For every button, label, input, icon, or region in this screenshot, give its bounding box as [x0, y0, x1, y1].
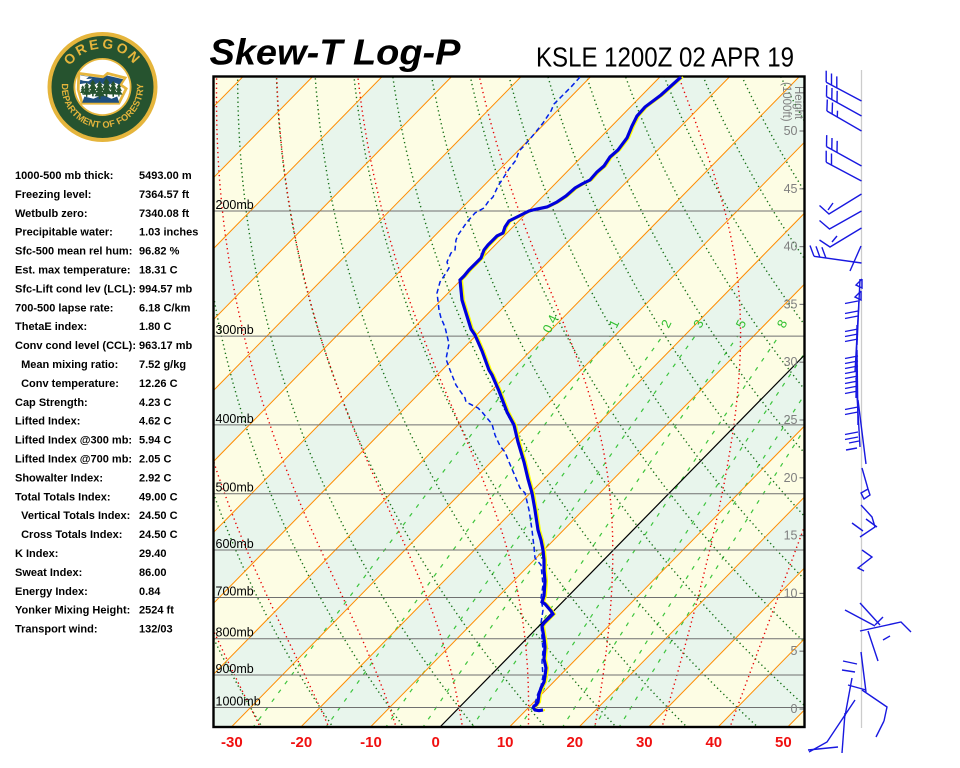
svg-text:86.00: 86.00 [139, 567, 167, 579]
svg-text:10: 10 [784, 586, 798, 600]
svg-text:500mb: 500mb [216, 481, 254, 495]
svg-text:600mb: 600mb [216, 537, 254, 551]
svg-text:900mb: 900mb [216, 662, 254, 676]
svg-text:5: 5 [791, 644, 798, 658]
svg-text:29.40: 29.40 [139, 548, 167, 560]
svg-text:Sfc-Lift cond lev (LCL):: Sfc-Lift cond lev (LCL): [15, 283, 136, 295]
svg-text:24.50 C: 24.50 C [139, 510, 178, 522]
svg-text:-10: -10 [360, 734, 382, 751]
svg-text:0: 0 [791, 702, 798, 716]
svg-text:1000mb: 1000mb [216, 695, 261, 709]
svg-text:Yonker Mixing Height:: Yonker Mixing Height: [15, 605, 130, 617]
svg-text:Lifted Index:: Lifted Index: [15, 416, 80, 428]
svg-text:Est. max temperature:: Est. max temperature: [15, 265, 131, 277]
svg-text:4.23 C: 4.23 C [139, 397, 171, 409]
svg-text:18.31 C: 18.31 C [139, 265, 178, 277]
svg-text:25: 25 [784, 413, 798, 427]
svg-text:0.4: 0.4 [539, 312, 560, 335]
svg-text:700mb: 700mb [216, 585, 254, 599]
svg-text:30: 30 [636, 734, 653, 751]
svg-text:Total Totals Index:: Total Totals Index: [15, 491, 111, 503]
svg-text:994.57 mb: 994.57 mb [139, 283, 192, 295]
svg-text:Freezing level:: Freezing level: [15, 189, 91, 201]
svg-text:20: 20 [784, 471, 798, 485]
svg-text:0.84: 0.84 [139, 586, 161, 598]
svg-text:7.52 g/kg: 7.52 g/kg [139, 359, 186, 371]
svg-text:20: 20 [566, 734, 583, 751]
svg-text:Wetbulb zero:: Wetbulb zero: [15, 208, 88, 220]
svg-text:5493.00 m: 5493.00 m [139, 170, 192, 182]
svg-text:Transport wind:: Transport wind: [15, 624, 98, 636]
svg-text:12.26 C: 12.26 C [139, 378, 178, 390]
svg-text:96.82 %: 96.82 % [139, 246, 180, 258]
svg-text:Conv temperature:: Conv temperature: [15, 378, 119, 390]
svg-text:Sfc-500 mean rel hum:: Sfc-500 mean rel hum: [15, 246, 132, 258]
svg-text:400mb: 400mb [216, 412, 254, 426]
svg-text:0: 0 [432, 734, 440, 751]
svg-text:7364.57 ft: 7364.57 ft [139, 189, 189, 201]
svg-text:700-500 lapse rate:: 700-500 lapse rate: [15, 302, 113, 314]
svg-text:Energy Index:: Energy Index: [15, 586, 88, 598]
svg-text:2.05 C: 2.05 C [139, 454, 171, 466]
svg-text:6.18 C/km: 6.18 C/km [139, 302, 191, 314]
svg-text:-20: -20 [291, 734, 313, 751]
svg-text:1.80 C: 1.80 C [139, 321, 171, 333]
svg-text:200mb: 200mb [216, 198, 254, 212]
svg-text:132/03: 132/03 [139, 624, 173, 636]
svg-text:2.92 C: 2.92 C [139, 472, 171, 484]
svg-text:50: 50 [784, 124, 798, 138]
svg-text:Vertical Totals Index:: Vertical Totals Index: [15, 510, 130, 522]
svg-text:800mb: 800mb [216, 626, 254, 640]
svg-text:Cap Strength:: Cap Strength: [15, 397, 88, 409]
svg-text:Conv cond level (CCL):: Conv cond level (CCL): [15, 340, 136, 352]
svg-text:Precipitable water:: Precipitable water: [15, 227, 113, 239]
svg-text:1000-500 mb thick:: 1000-500 mb thick: [15, 170, 113, 182]
svg-text:KSLE 1200Z 02 APR 19: KSLE 1200Z 02 APR 19 [536, 42, 794, 73]
svg-text:963.17 mb: 963.17 mb [139, 340, 192, 352]
svg-text:24.50 C: 24.50 C [139, 529, 178, 541]
svg-text:300mb: 300mb [216, 323, 254, 337]
svg-text:40: 40 [784, 240, 798, 254]
svg-text:1.03 inches: 1.03 inches [139, 227, 198, 239]
svg-text:2524 ft: 2524 ft [139, 605, 174, 617]
svg-text:Cross Totals Index:: Cross Totals Index: [15, 529, 122, 541]
svg-text:Skew-T Log-P: Skew-T Log-P [210, 32, 462, 73]
svg-text:10: 10 [497, 734, 514, 751]
svg-text:Mean mixing ratio:: Mean mixing ratio: [15, 359, 118, 371]
svg-text:30: 30 [784, 355, 798, 369]
svg-text:Lifted Index @300 mb:: Lifted Index @300 mb: [15, 435, 132, 447]
svg-text:ThetaE index:: ThetaE index: [15, 321, 87, 333]
svg-text:-30: -30 [221, 734, 243, 751]
svg-text:45: 45 [784, 182, 798, 196]
svg-text:4.62 C: 4.62 C [139, 416, 171, 428]
svg-text:5.94 C: 5.94 C [139, 435, 171, 447]
svg-text:Lifted Index @700 mb:: Lifted Index @700 mb: [15, 454, 132, 466]
svg-text:(1000ft): (1000ft) [780, 82, 792, 122]
svg-text:Sweat Index:: Sweat Index: [15, 567, 82, 579]
svg-text:50: 50 [775, 734, 792, 751]
svg-text:15: 15 [784, 529, 798, 543]
svg-text:40: 40 [705, 734, 722, 751]
svg-text:Showalter Index:: Showalter Index: [15, 472, 103, 484]
svg-text:Height: Height [792, 86, 804, 120]
svg-text:35: 35 [784, 297, 798, 311]
svg-text:7340.08 ft: 7340.08 ft [139, 208, 189, 220]
svg-text:49.00 C: 49.00 C [139, 491, 178, 503]
svg-text:K Index:: K Index: [15, 548, 58, 560]
